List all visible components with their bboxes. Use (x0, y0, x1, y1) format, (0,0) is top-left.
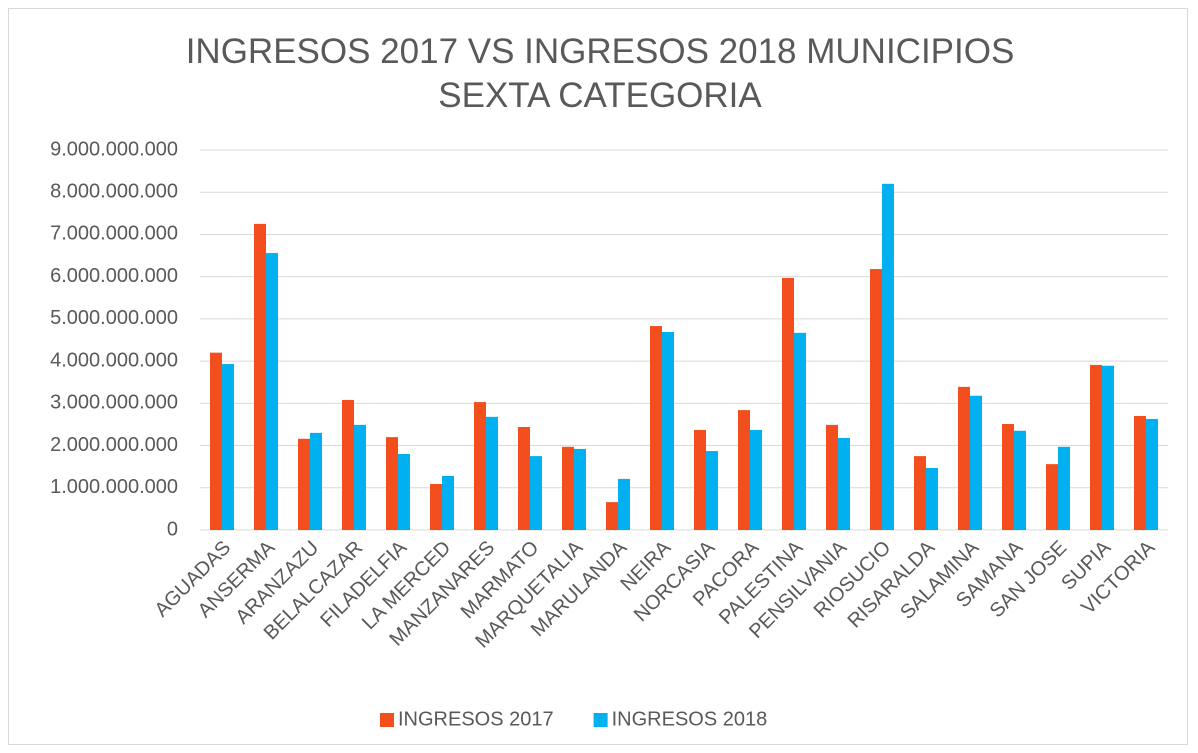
bar (750, 429, 762, 530)
bar (1146, 418, 1158, 530)
bar (1134, 416, 1146, 530)
y-tick-label: 3.000.000.000 (50, 392, 178, 414)
bar (1102, 365, 1114, 530)
bar (870, 269, 882, 530)
bar (926, 467, 938, 530)
bar (826, 424, 838, 530)
bar (266, 253, 278, 530)
y-tick-label: 1.000.000.000 (50, 476, 178, 498)
bar (738, 410, 750, 530)
bar (694, 429, 706, 530)
bar (1058, 446, 1070, 530)
bar (794, 332, 806, 530)
bar (882, 183, 894, 530)
bar (298, 438, 310, 530)
bar (562, 446, 574, 530)
y-tick-label: 2.000.000.000 (50, 434, 178, 456)
bar (782, 277, 794, 530)
bar (386, 437, 398, 530)
bar (650, 326, 662, 530)
bar (354, 424, 366, 530)
bar (430, 483, 442, 530)
bar (1090, 364, 1102, 530)
bar (254, 223, 266, 530)
legend-swatch (380, 713, 394, 727)
bar (914, 456, 926, 530)
bar (210, 352, 222, 530)
bar (958, 386, 970, 530)
bar (398, 454, 410, 530)
bar (474, 402, 486, 530)
y-tick-label: 4.000.000.000 (50, 349, 178, 371)
bar (838, 437, 850, 530)
bar (618, 478, 630, 530)
bar (706, 451, 718, 530)
y-tick-label: 6.000.000.000 (50, 265, 178, 287)
y-tick-label: 9.000.000.000 (50, 138, 178, 160)
y-tick-label: 0 (167, 518, 178, 540)
bar (662, 331, 674, 530)
bar (342, 399, 354, 530)
bar (1014, 430, 1026, 530)
bar (518, 426, 530, 530)
legend-label: INGRESOS 2017 (398, 708, 554, 730)
y-tick-label: 5.000.000.000 (50, 307, 178, 329)
bar (486, 416, 498, 530)
bar (574, 448, 586, 530)
bar (530, 456, 542, 530)
chart-frame (8, 8, 1188, 745)
bar (970, 395, 982, 530)
bar (606, 502, 618, 530)
bar (442, 475, 454, 530)
bar (1002, 424, 1014, 530)
chart-title: INGRESOS 2017 VS INGRESOS 2018 MUNICIPIO… (185, 32, 1015, 115)
bar (1046, 464, 1058, 530)
legend-label: INGRESOS 2018 (612, 708, 768, 730)
bar (310, 432, 322, 530)
y-tick-label: 7.000.000.000 (50, 223, 178, 245)
bar (222, 364, 234, 530)
legend-swatch (593, 713, 608, 727)
y-tick-label: 8.000.000.000 (50, 181, 178, 203)
